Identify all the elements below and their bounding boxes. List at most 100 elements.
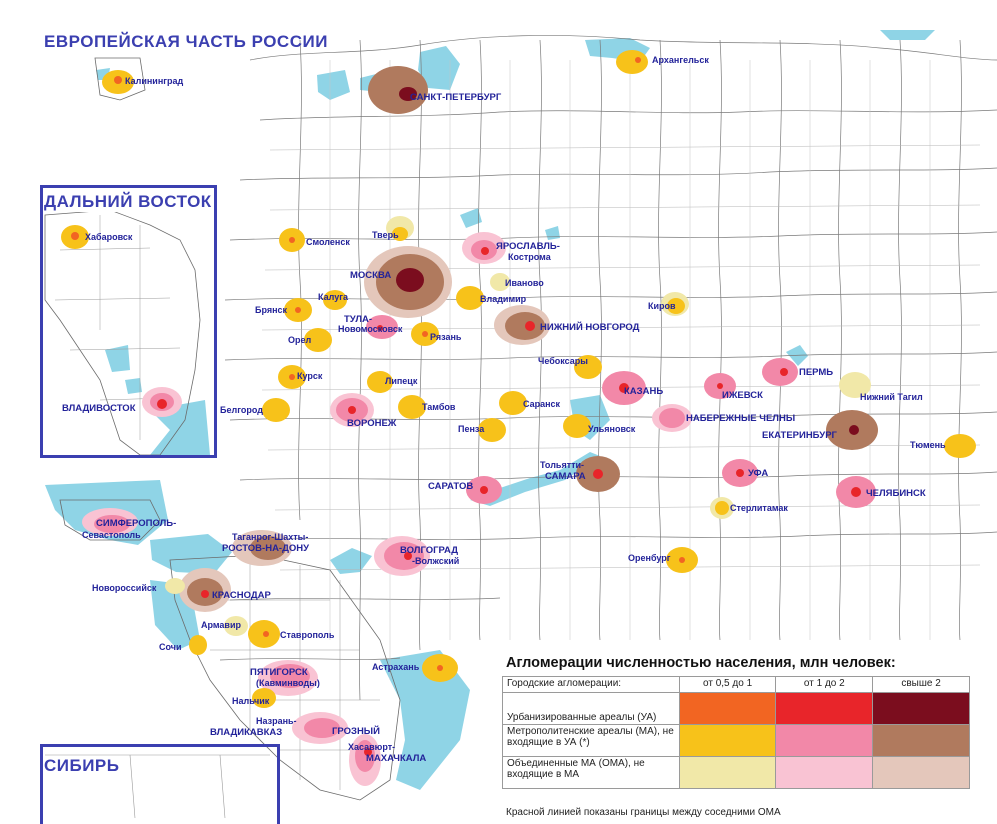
legend-col-0-5-1: от 0,5 до 1 xyxy=(678,676,777,693)
city-label-orenburg: Оренбург xyxy=(628,553,671,563)
city-label-perm: ПЕРМЬ xyxy=(799,367,834,378)
caspian-sea xyxy=(380,650,470,790)
lake-khanka xyxy=(125,378,142,394)
far-east-bay xyxy=(105,345,130,372)
city-label-volgograd: ВОЛГОГРАД xyxy=(400,545,458,556)
legend-col-1-2: от 1 до 2 xyxy=(775,676,874,693)
legend-header-label: Городские агломерации: xyxy=(502,676,680,693)
white-sea-north xyxy=(880,30,935,40)
city-label-sochi: Сочи xyxy=(159,642,182,652)
city-label-spb: САНКТ-ПЕТЕРБУРГ xyxy=(410,92,502,103)
city-label-novomoskovsk: Новомосковск xyxy=(338,324,403,334)
city-label-yaroslavl: ЯРОСЛАВЛЬ- xyxy=(496,241,560,252)
city-label-moscow: МОСКВА xyxy=(350,270,392,281)
city-label-ivanovo: Иваново xyxy=(505,278,544,288)
lake-ladoga xyxy=(418,46,460,90)
city-label-nalchik: Нальчик xyxy=(232,696,270,706)
city-label-kirov: Киров xyxy=(648,301,676,311)
title-siberia: СИБИРЬ xyxy=(44,756,120,776)
city-label-tver: Тверь xyxy=(372,230,399,240)
city-label-lipetsk: Липецк xyxy=(385,376,418,386)
city-label-nazran: Назрань- xyxy=(256,716,297,726)
city-label-stavropol: Ставрополь xyxy=(280,630,335,640)
legend-swatch-ma-2-plus xyxy=(872,724,970,757)
city-label-kursk: Курск xyxy=(297,371,323,381)
legend-row-oma: Объединенные МА (ОМА), не входящие в МА xyxy=(502,756,970,789)
city-label-vladikavkaz: ВЛАДИКАВКАЗ xyxy=(210,727,283,738)
city-label-penza: Пенза xyxy=(458,424,485,434)
tsimlyansk-reservoir xyxy=(330,548,372,574)
legend-row-label: Метрополитенские ареалы (МА), не входящи… xyxy=(502,724,680,757)
city-label-pyatigorsk: ПЯТИГОРСК xyxy=(250,667,308,678)
city-label-ufa: УФА xyxy=(748,468,769,479)
city-label-ekaterinburg: ЕКАТЕРИНБУРГ xyxy=(762,430,837,441)
city-label-vladivostok: ВЛАДИВОСТОК xyxy=(62,403,136,414)
city-label-saransk: Саранск xyxy=(523,399,561,409)
legend-swatch-ua-2-plus xyxy=(872,692,970,725)
legend-row-label: Объединенные МА (ОМА), не входящие в МА xyxy=(502,756,680,789)
city-label-vladimir: Владимир xyxy=(480,294,527,304)
city-label-nizhny: НИЖНИЙ НОВГОРОД xyxy=(540,322,640,333)
far-east-inset-frame xyxy=(40,185,217,458)
city-label-khabarovsk: Хабаровск xyxy=(85,232,133,242)
city-label-tambov: Тамбов xyxy=(422,402,456,412)
city-label-saratov: САРАТОВ xyxy=(428,481,474,492)
legend-row-label: Урбанизированные ареалы (УА) xyxy=(502,692,680,725)
legend-swatch-ma-0-5-1 xyxy=(678,724,777,757)
legend-note: Красной линией показаны границы между со… xyxy=(506,807,781,818)
siberia-inset-frame xyxy=(40,744,280,824)
city-label-smolensk: Смоленск xyxy=(306,237,350,247)
city-label-cheboksary: Чебоксары xyxy=(538,356,588,366)
legend-swatch-ua-0-5-1 xyxy=(678,692,777,725)
legend-swatch-oma-0-5-1 xyxy=(678,756,777,789)
city-label-kaluga: Калуга xyxy=(318,292,348,302)
title-far-east: ДАЛЬНИЙ ВОСТОК xyxy=(44,192,212,212)
legend-swatch-ma-1-2 xyxy=(775,724,874,757)
legend-title: Агломерации численностью населения, млн … xyxy=(506,655,896,671)
city-label-novorossiysk: Новороссийск xyxy=(92,583,157,593)
city-label-arkhangelsk: Архангельск xyxy=(652,55,709,65)
city-label-naberezhnye: НАБЕРЕЖНЫЕ ЧЕЛНЫ xyxy=(686,413,796,424)
city-label-taganrog: Таганрог-Шахты- xyxy=(232,532,309,542)
city-label-samara: САМАРА xyxy=(545,471,586,482)
city-label-chelyabinsk: ЧЕЛЯБИНСК xyxy=(866,488,926,499)
city-label-bryansk: Брянск xyxy=(255,305,288,315)
city-label-armavir: Армавир xyxy=(201,620,241,630)
city-label-nizhny-tagil: Нижний Тагил xyxy=(860,392,923,402)
volga-river xyxy=(470,452,600,506)
city-label-kostroma: Кострома xyxy=(508,252,551,262)
city-label-kaliningrad: Калининград xyxy=(125,76,184,86)
legend-swatch-oma-1-2 xyxy=(775,756,874,789)
city-label-voronezh: ВОРОНЕЖ xyxy=(347,418,397,429)
city-label-simferopol: СИМФЕРОПОЛЬ- xyxy=(96,518,177,529)
legend-table: Городские агломерации: от 0,5 до 1 от 1 … xyxy=(502,676,970,789)
legend: Агломерации численностью населения, млн … xyxy=(500,650,970,818)
city-label-grozny: ГРОЗНЫЙ xyxy=(332,726,380,737)
legend-swatch-ua-1-2 xyxy=(775,692,874,725)
city-label-rostov: РОСТОВ-НА-ДОНУ xyxy=(222,543,310,554)
city-label-togliatti: Тольятти- xyxy=(540,460,585,470)
city-label-ulyanovsk: Ульяновск xyxy=(588,424,636,434)
title-european-russia: ЕВРОПЕЙСКАЯ ЧАСТЬ РОССИИ xyxy=(44,32,328,51)
city-label-belgorod: Белгород xyxy=(220,405,263,415)
city-label-tula: ТУЛА- xyxy=(344,314,373,325)
city-label-khasavyurt: Хасавюрт- xyxy=(348,742,396,752)
city-label-izhevsk: ИЖЕВСК xyxy=(722,390,763,401)
city-label-kazan: КАЗАНЬ xyxy=(624,386,664,397)
city-label-volzhsky: -Волжский xyxy=(412,556,460,566)
legend-swatch-oma-2-plus xyxy=(872,756,970,789)
agglomerations xyxy=(61,50,976,786)
city-label-kavminvody: (Кавминводы) xyxy=(256,678,320,688)
city-label-sevastopol: Севастополь xyxy=(82,530,141,540)
legend-header-row: Городские агломерации: от 0,5 до 1 от 1 … xyxy=(502,676,970,693)
legend-row-ua: Урбанизированные ареалы (УА) xyxy=(502,692,970,725)
city-label-sterlitamak: Стерлитамак xyxy=(730,503,788,513)
legend-col-2-plus: свыше 2 xyxy=(872,676,970,693)
region-borders xyxy=(44,35,997,818)
city-label-krasnodar: КРАСНОДАР xyxy=(212,590,271,601)
city-label-ryazan: Рязань xyxy=(430,332,462,342)
legend-row-ma: Метрополитенские ареалы (МА), не входящи… xyxy=(502,724,970,757)
rybinsk-reservoir xyxy=(460,208,482,228)
city-label-tyumen: Тюмень xyxy=(910,440,946,450)
